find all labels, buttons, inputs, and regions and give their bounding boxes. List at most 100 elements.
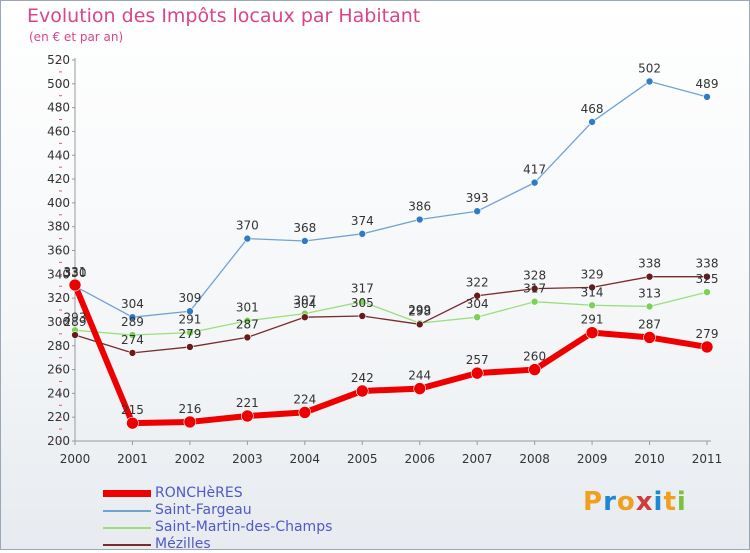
legend-swatch xyxy=(103,490,151,497)
data-label: 289 xyxy=(64,315,87,329)
data-point xyxy=(128,331,137,339)
logo-letter: i xyxy=(653,487,664,517)
data-label: 244 xyxy=(408,369,431,383)
data-point xyxy=(703,272,711,281)
x-tick-label: 2006 xyxy=(404,452,435,466)
data-point xyxy=(643,331,656,344)
legend-label: Mézilles xyxy=(155,536,211,552)
data-point xyxy=(703,93,711,101)
series-line xyxy=(74,291,708,336)
x-tick-label: 2002 xyxy=(175,452,206,466)
data-point xyxy=(358,297,367,306)
logo-letter: x xyxy=(635,487,654,517)
data-label: 417 xyxy=(523,163,546,177)
data-label: 338 xyxy=(638,257,661,271)
legend-label: Saint-Fargeau xyxy=(155,502,252,518)
series-line xyxy=(74,276,708,354)
data-label: 386 xyxy=(408,200,431,214)
y-tick-label: 520 xyxy=(47,53,70,67)
data-point xyxy=(588,118,596,126)
data-label: 304 xyxy=(121,297,144,311)
data-point xyxy=(585,326,599,339)
data-label: 322 xyxy=(466,276,489,290)
data-label: 317 xyxy=(523,282,546,296)
data-label: 309 xyxy=(178,291,201,305)
data-point xyxy=(301,313,309,321)
data-point xyxy=(528,363,541,376)
data-label: 216 xyxy=(178,402,201,416)
logo-letter: o xyxy=(616,487,636,517)
data-point xyxy=(473,313,481,321)
y-tick-label: 280 xyxy=(47,339,70,353)
data-point xyxy=(128,313,137,321)
y-tick-label: 320 xyxy=(47,291,70,305)
chart-subtitle: (en € et par an) xyxy=(29,30,124,44)
data-label: 287 xyxy=(236,317,259,331)
x-tick-label: 2009 xyxy=(577,452,608,466)
x-tick-label: 2004 xyxy=(290,452,321,466)
legend-label: Saint-Martin-des-Champs xyxy=(155,519,333,535)
legend-label: RONCHèRES xyxy=(155,485,243,501)
logo-letter: P xyxy=(583,487,604,517)
data-label: 304 xyxy=(293,297,316,311)
data-point xyxy=(183,415,197,429)
data-label: 291 xyxy=(178,313,201,327)
data-point xyxy=(186,328,194,337)
logo-letter: t xyxy=(663,487,677,517)
data-point xyxy=(355,384,369,398)
data-label: 314 xyxy=(581,285,604,299)
data-label: 313 xyxy=(638,286,661,300)
legend-item-ronchères: RONCHèRES xyxy=(103,485,423,502)
data-label: 370 xyxy=(236,219,259,233)
proxiti-logo: Proxiti xyxy=(583,487,687,517)
data-label: 325 xyxy=(696,272,719,286)
data-point xyxy=(588,301,596,310)
data-label: 260 xyxy=(523,350,546,364)
data-label: 368 xyxy=(293,221,316,235)
legend-item-saint-fargeau: Saint-Fargeau xyxy=(103,502,423,519)
data-point xyxy=(413,382,427,395)
data-label: 307 xyxy=(293,294,316,308)
data-point xyxy=(700,340,714,354)
data-point xyxy=(243,333,252,342)
data-label: 301 xyxy=(236,301,259,315)
data-point xyxy=(126,416,139,430)
y-tick-label: 420 xyxy=(47,172,70,186)
data-point xyxy=(243,234,252,243)
data-point xyxy=(530,297,539,306)
legend-item-mezilles: Mézilles xyxy=(103,536,423,553)
legend-item-saint-martin-des-champs: Saint-Martin-des-Champs xyxy=(103,519,423,536)
y-tick-label: 400 xyxy=(47,196,70,210)
data-point xyxy=(186,307,194,316)
x-tick-label: 2000 xyxy=(60,452,91,466)
data-label: 304 xyxy=(466,297,489,311)
y-tick-label: 380 xyxy=(47,220,70,234)
data-label: 291 xyxy=(581,313,604,327)
data-label: 287 xyxy=(638,317,661,331)
data-label: 299 xyxy=(408,303,431,317)
x-tick-label: 2011 xyxy=(692,452,723,466)
x-tick-label: 2010 xyxy=(634,452,665,466)
data-label: 242 xyxy=(351,371,374,385)
data-label: 274 xyxy=(121,333,144,347)
logo-letter: r xyxy=(603,487,617,517)
chart-title: Evolution des Impôts locaux par Habitant xyxy=(27,5,421,27)
x-tick-label: 2008 xyxy=(519,452,550,466)
data-label: 330 xyxy=(64,266,87,280)
legend-swatch xyxy=(103,544,151,546)
data-point xyxy=(241,409,254,423)
data-point xyxy=(645,77,654,86)
data-point xyxy=(358,230,367,238)
legend-swatch xyxy=(103,527,151,529)
data-point xyxy=(588,283,596,292)
data-label: 328 xyxy=(523,269,546,283)
data-label: 393 xyxy=(466,191,489,205)
data-label: 257 xyxy=(466,353,489,367)
data-point xyxy=(186,343,194,351)
data-label: 489 xyxy=(696,77,719,91)
data-point xyxy=(530,178,539,187)
data-label: 338 xyxy=(696,257,719,271)
legend-swatch xyxy=(103,510,151,512)
data-point xyxy=(71,331,79,339)
y-tick-label: 260 xyxy=(47,363,70,377)
